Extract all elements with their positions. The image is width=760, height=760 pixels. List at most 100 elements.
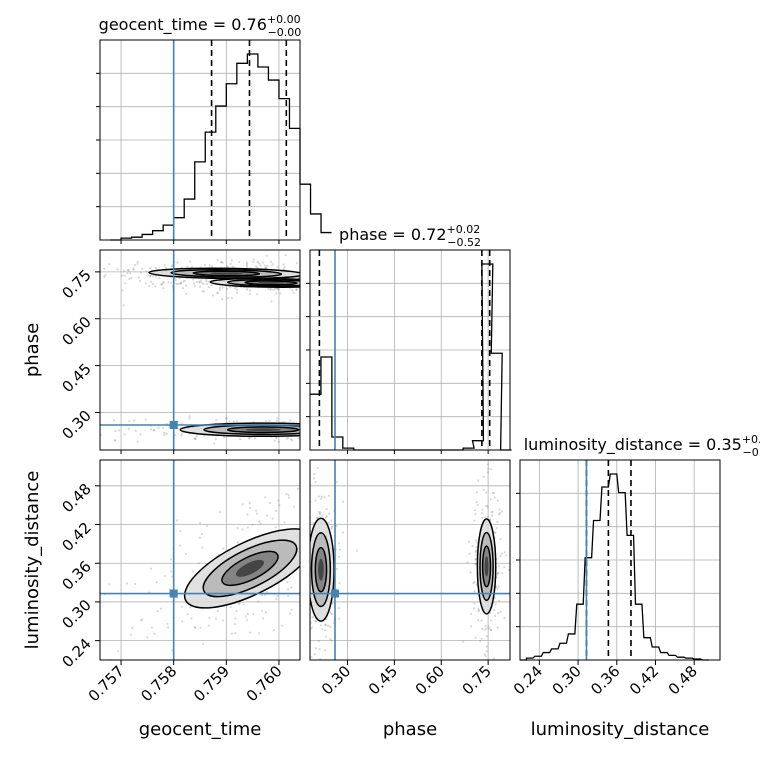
sample-point — [489, 498, 493, 501]
xtick-label-luminosity_distance-3: 0.42 — [626, 662, 662, 698]
sample-point — [175, 282, 178, 285]
sample-point — [241, 528, 244, 531]
sample-point — [305, 555, 307, 557]
sample-point — [485, 645, 488, 648]
sample-point — [485, 491, 488, 494]
sample-point — [289, 438, 292, 441]
xtick-label-luminosity_distance-1: 0.30 — [549, 662, 585, 698]
xtick-label-phase-3: 0.75 — [459, 662, 495, 698]
sample-point — [307, 500, 309, 502]
sample-point — [220, 260, 223, 263]
sample-point — [499, 555, 502, 558]
sample-point — [217, 291, 220, 294]
sample-point — [123, 274, 126, 277]
sample-point — [330, 510, 332, 512]
sample-point — [332, 273, 334, 275]
sample-point — [292, 505, 296, 508]
sample-point — [314, 620, 317, 623]
sample-point — [255, 512, 259, 515]
sample-point — [218, 286, 222, 289]
contour-0-1 — [310, 532, 332, 608]
sample-point — [487, 625, 490, 628]
sample-point — [205, 524, 208, 527]
sample-point — [158, 277, 161, 280]
sample-point — [311, 424, 313, 426]
sample-point — [473, 580, 476, 584]
sample-point — [475, 500, 478, 504]
sample-point — [163, 433, 166, 436]
sample-point — [271, 288, 275, 291]
sample-point — [314, 499, 317, 502]
density-fill-1-3 — [484, 556, 489, 577]
sample-point — [236, 541, 239, 544]
sample-point — [310, 656, 313, 659]
sample-point — [496, 573, 499, 576]
sample-point — [472, 665, 474, 667]
sample-point — [339, 426, 341, 428]
sample-point — [497, 571, 500, 575]
sample-point — [208, 616, 211, 620]
sample-point — [264, 419, 268, 423]
sample-point — [316, 516, 319, 519]
sample-point — [248, 289, 252, 292]
sample-point — [274, 526, 277, 529]
contour-2-0 — [179, 422, 300, 437]
sample-point — [201, 290, 204, 293]
sample-point — [505, 554, 508, 557]
sample-point — [345, 265, 347, 267]
sample-point — [327, 512, 331, 515]
sample-point — [122, 269, 126, 272]
sample-point — [306, 425, 308, 427]
sample-point — [486, 463, 490, 466]
sample-point — [273, 287, 277, 291]
sample-point — [475, 491, 478, 494]
sample-point — [307, 423, 309, 425]
sample-point — [113, 439, 116, 442]
sample-point — [257, 600, 260, 603]
sample-point — [311, 292, 313, 294]
sample-point — [256, 260, 259, 264]
ytick-label-luminosity_distance-4: 0.48 — [58, 480, 94, 516]
sample-point — [324, 276, 326, 278]
sample-point — [297, 674, 299, 676]
sample-point — [306, 270, 308, 272]
sample-point — [108, 263, 111, 266]
sample-point — [325, 508, 328, 511]
sample-point — [276, 417, 279, 420]
sample-point — [125, 582, 129, 585]
sample-point — [152, 705, 154, 707]
sample-point — [231, 265, 234, 268]
sample-point — [485, 627, 488, 630]
sample-point — [475, 539, 478, 542]
sample-point — [498, 513, 501, 516]
sample-point — [497, 571, 500, 574]
sample-point — [275, 509, 278, 512]
xtick-label-phase-1: 0.45 — [365, 662, 401, 698]
sample-point — [339, 277, 341, 279]
sample-point — [221, 298, 224, 301]
sample-point — [157, 426, 160, 429]
sample-point — [351, 377, 353, 379]
sample-point — [481, 508, 484, 511]
sample-point — [265, 514, 269, 517]
sample-point — [248, 437, 251, 440]
sample-point — [184, 284, 188, 287]
sample-point — [486, 515, 489, 518]
sample-point — [179, 282, 182, 285]
sample-point — [126, 271, 129, 275]
sample-point — [355, 549, 359, 552]
sample-point — [476, 503, 479, 507]
sample-point — [382, 270, 384, 272]
sample-point — [121, 289, 124, 292]
sample-point — [200, 532, 204, 535]
sample-point — [226, 265, 229, 268]
ytick-label-phase-2: 0.60 — [58, 313, 94, 349]
sample-point — [384, 276, 386, 278]
contour-0-0 — [310, 517, 335, 622]
sample-point — [359, 445, 361, 447]
sample-point — [477, 619, 480, 622]
sample-point — [313, 653, 316, 656]
sample-point — [480, 512, 484, 515]
ytick-label-luminosity_distance-3: 0.42 — [58, 519, 94, 555]
